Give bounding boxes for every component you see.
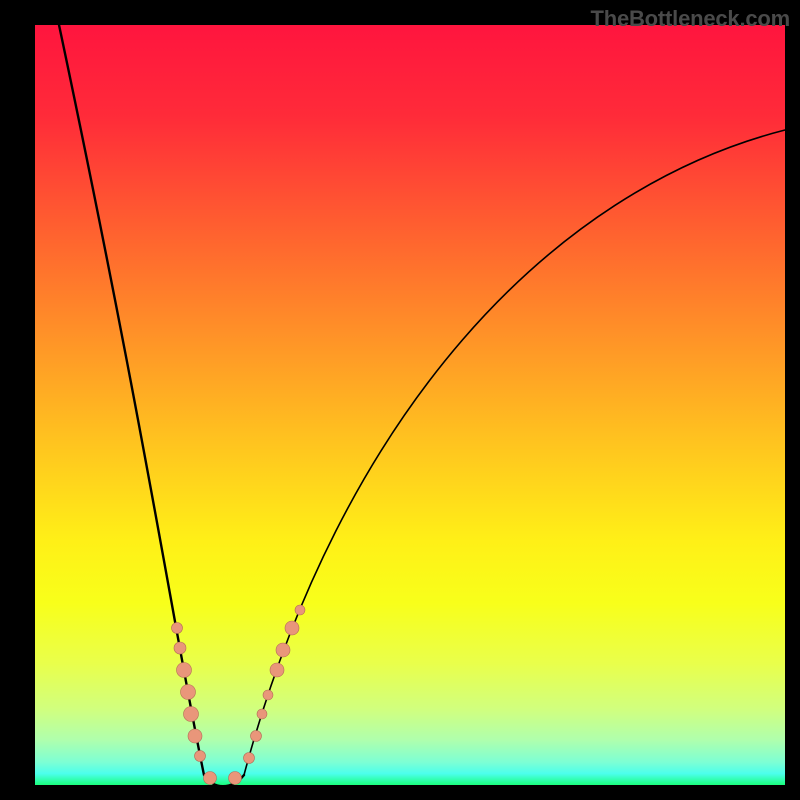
marker-dot — [172, 623, 183, 634]
marker-dot — [195, 751, 206, 762]
marker-dot — [257, 709, 267, 719]
chart-canvas: TheBottleneck.com — [0, 0, 800, 800]
marker-dot — [270, 663, 284, 677]
marker-dot — [295, 605, 305, 615]
marker-dot — [263, 690, 273, 700]
chart-svg — [0, 0, 800, 800]
marker-dot — [174, 642, 186, 654]
marker-dot — [244, 753, 255, 764]
marker-dot — [229, 772, 242, 785]
marker-dot — [251, 731, 262, 742]
marker-dot — [188, 729, 202, 743]
marker-dot — [177, 663, 192, 678]
plot-area — [35, 25, 785, 785]
marker-dot — [285, 621, 299, 635]
marker-dot — [181, 685, 196, 700]
marker-dot — [204, 772, 217, 785]
watermark-text: TheBottleneck.com — [590, 6, 790, 32]
marker-dot — [276, 643, 290, 657]
marker-dot — [184, 707, 199, 722]
